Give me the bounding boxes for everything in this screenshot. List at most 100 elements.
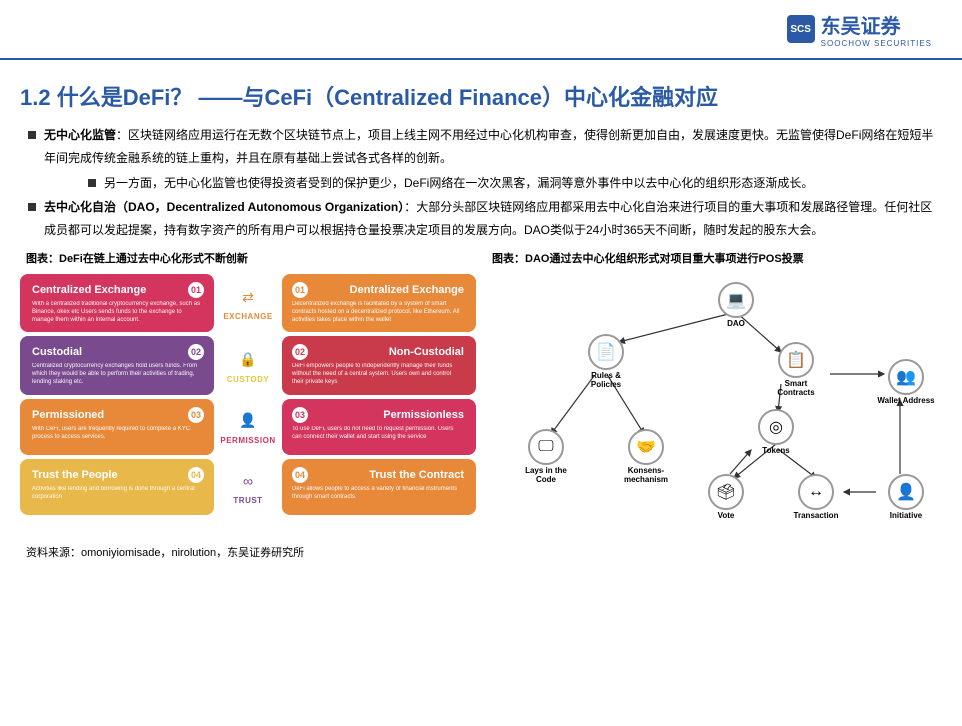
logo-icon: SCS — [787, 15, 815, 43]
comp-desc: Centralized cryptocurrency exchanges hol… — [32, 363, 204, 386]
source-line: 资料来源：omoniyiomisade，nirolution，东吴证券研究所 — [0, 534, 962, 570]
bullet-item: 无中心化监管：区块链网络应用运行在无数个区块链节点上，项目上线主网不用经过中心化… — [28, 124, 934, 170]
dao-node-icon: 🖵 — [528, 429, 564, 465]
comp-card-right: Non-Custodial 02 DeFi empowers people to i… — [282, 336, 476, 394]
comp-head: Permissioned 03 — [32, 407, 204, 423]
left-chart-title: 图表：DeFi在链上通过去中心化形式不断创新 — [20, 250, 476, 266]
dao-node-icon: 💻 — [718, 282, 754, 318]
bullet-text: 无中心化监管：区块链网络应用运行在无数个区块链节点上，项目上线主网不用经过中心化… — [44, 124, 934, 170]
dao-node-label: Lays in the Code — [516, 467, 576, 485]
dao-node-icon: 📄 — [588, 334, 624, 370]
comp-card-left: Centralized Exchange 01 With a centralized… — [20, 274, 214, 332]
comp-desc: With CeFi, users are frequently required… — [32, 426, 204, 442]
comp-center-icon: ∞ — [236, 469, 260, 493]
comp-head: Custodial 02 — [32, 344, 204, 360]
dao-node-icon: ◎ — [758, 409, 794, 445]
dao-node-rules: 📄 Rules & Policies — [576, 334, 636, 390]
dao-node-dao: 💻 DAO — [706, 282, 766, 329]
comp-head: Trust the People 04 — [32, 467, 204, 483]
dao-node-initiative: 👤 Initiative — [876, 474, 936, 521]
logo-cn: 东吴证券 — [821, 10, 932, 39]
comp-title: Dentralized Exchange — [350, 284, 464, 296]
comp-card-left: Trust the People 04 Activities like lendin… — [20, 459, 214, 515]
comp-center-label: CUSTODY — [227, 375, 269, 384]
dao-node-label: Tokens — [762, 447, 789, 456]
comp-center: 👤PERMISSION — [216, 399, 280, 455]
comp-head: Non-Custodial 02 — [292, 344, 464, 360]
comp-card-left: Permissioned 03 With CeFi, users are frequ… — [20, 399, 214, 455]
bullet-list: 无中心化监管：区块链网络应用运行在无数个区块链节点上，项目上线主网不用经过中心化… — [0, 124, 962, 242]
charts-row: 图表：DeFi在链上通过去中心化形式不断创新 Centralized Excha… — [0, 244, 962, 534]
comp-desc: DeFi empowers people to independently ma… — [292, 363, 464, 386]
dao-node-transaction: ↔Transaction — [786, 474, 846, 521]
comp-title: Trust the Contract — [369, 469, 464, 481]
dao-node-icon: 👤 — [888, 474, 924, 510]
bullet-marker — [28, 131, 36, 139]
dao-node-label: DAO — [727, 320, 745, 329]
dao-node-tokens: ◎ Tokens — [746, 409, 806, 456]
dao-node-wallet: 👥 Wallet Address — [876, 359, 936, 406]
dao-node-icon: 🤝 — [628, 429, 664, 465]
comp-head: Dentralized Exchange 01 — [292, 282, 464, 298]
comp-number: 01 — [292, 282, 308, 298]
left-chart: 图表：DeFi在链上通过去中心化形式不断创新 Centralized Excha… — [20, 250, 476, 534]
logo: SCS 东吴证券 SOOCHOW SECURITIES — [787, 10, 932, 48]
dao-node-label: Vote — [718, 512, 735, 521]
comp-head: Trust the Contract 04 — [292, 467, 464, 483]
dao-node-konsens: 🤝 Konsens-mechanism — [616, 429, 676, 485]
bullet-item: 另一方面，无中心化监管也使得投资者受到的保护更少，DeFi网络在一次次黑客，漏洞… — [88, 172, 934, 195]
comparison-grid: Centralized Exchange 01 With a centralized… — [20, 274, 476, 515]
comp-number: 01 — [188, 282, 204, 298]
right-chart: 图表：DAO通过去中心化组织形式对项目重大事项进行POS投票 💻 DAO 📄 Rule… — [486, 250, 942, 534]
comp-desc: Activities like lending and borrowing is… — [32, 486, 204, 502]
comp-title: Custodial — [32, 346, 82, 358]
comp-center-label: TRUST — [233, 496, 262, 505]
comp-center-icon: 🔒 — [236, 348, 260, 372]
dao-node-label: Rules & Policies — [576, 372, 636, 390]
comp-desc: To use DeFi, users do not need to reques… — [292, 426, 464, 442]
comp-center: 🔒 CUSTODY — [216, 336, 280, 394]
comp-title: Permissionless — [383, 409, 464, 421]
comp-center-label: PERMISSION — [220, 436, 275, 445]
comp-desc: With a centralized traditional cryptocur… — [32, 301, 204, 324]
comp-center: ∞ TRUST — [216, 459, 280, 515]
header: SCS 东吴证券 SOOCHOW SECURITIES — [0, 0, 962, 60]
logo-en: SOOCHOW SECURITIES — [821, 39, 932, 48]
logo-text-block: 东吴证券 SOOCHOW SECURITIES — [821, 10, 932, 48]
dao-node-label: Smart Contracts — [766, 380, 826, 398]
comp-number: 04 — [188, 467, 204, 483]
comp-card-right: Dentralized Exchange01Decentralized exch… — [282, 274, 476, 332]
comp-number: 02 — [292, 344, 308, 360]
bullet-item: 去中心化自治（DAO，Decentralized Autonomous Orga… — [28, 196, 934, 242]
comp-card-right: Permissionless 03 To use DeFi, users do no… — [282, 399, 476, 455]
comp-center: ⇄EXCHANGE — [216, 274, 280, 332]
dao-node-label: Transaction — [794, 512, 839, 521]
dao-node-smart: 📋Smart Contracts — [766, 342, 826, 398]
comp-number: 02 — [188, 344, 204, 360]
right-chart-title: 图表：DAO通过去中心化组织形式对项目重大事项进行POS投票 — [486, 250, 942, 266]
comp-head: Centralized Exchange 01 — [32, 282, 204, 298]
comp-number: 03 — [292, 407, 308, 423]
dao-node-vote: 🗳 Vote — [696, 474, 756, 521]
comp-card-left: Custodial 02 Centralized cryptocurrency ex… — [20, 336, 214, 394]
dao-node-icon: 🗳 — [708, 474, 744, 510]
comp-head: Permissionless 03 — [292, 407, 464, 423]
comp-title: Centralized Exchange — [32, 284, 146, 296]
dao-node-icon: 👥 — [888, 359, 924, 395]
bullet-marker — [28, 203, 36, 211]
bullet-marker — [88, 179, 96, 187]
bullet-text: 去中心化自治（DAO，Decentralized Autonomous Orga… — [44, 196, 934, 242]
dao-node-label: Konsens-mechanism — [616, 467, 676, 485]
comp-number: 03 — [188, 407, 204, 423]
dao-diagram: 💻 DAO 📄 Rules & Policies 📋Smart Contracts 👥 Wa… — [486, 274, 942, 534]
comp-number: 04 — [292, 467, 308, 483]
comp-title: Trust the People — [32, 469, 118, 481]
comp-title: Non-Custodial — [389, 346, 464, 358]
dao-node-label: Wallet Address — [877, 397, 934, 406]
comp-card-right: Trust the Contract 04 DeFi allows people t… — [282, 459, 476, 515]
comp-desc: DeFi allows people to access a variety o… — [292, 486, 464, 502]
comp-title: Permissioned — [32, 409, 104, 421]
comp-center-label: EXCHANGE — [223, 312, 272, 321]
page-title: 1.2 什么是DeFi？ ——与CeFi（Centralized Finance… — [0, 60, 962, 124]
dao-node-label: Initiative — [890, 512, 922, 521]
